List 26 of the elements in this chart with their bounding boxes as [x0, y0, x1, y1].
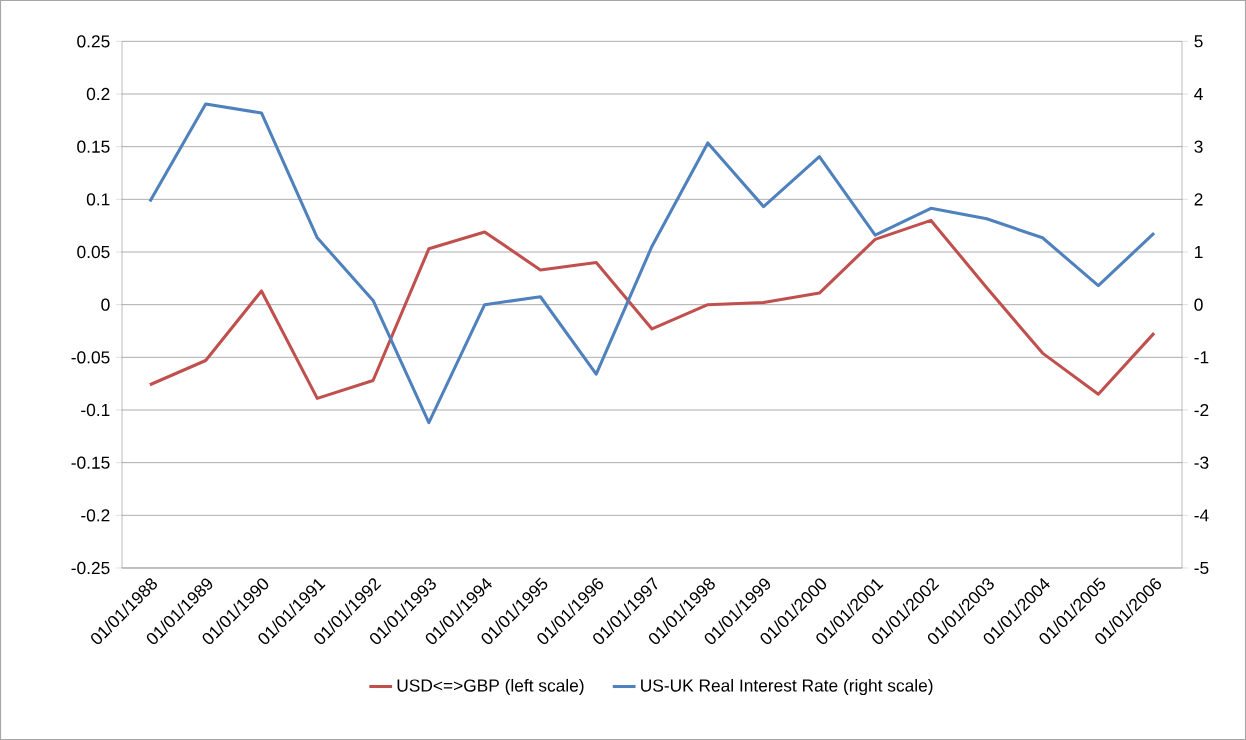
y-tick-label: -0.1 [81, 403, 110, 417]
y-tick-label: 0 [101, 298, 110, 311]
y-tick-label: 0.15 [77, 140, 110, 153]
y2-tick-label: 1 [1195, 246, 1203, 258]
y-tick-label: -0.2 [81, 509, 110, 522]
y2-tick-label: 4 [1194, 88, 1203, 100]
y2-tick-label: -5 [1194, 561, 1209, 575]
y2-tick-label: -3 [1194, 456, 1209, 469]
y-tick-label: -0.05 [71, 351, 110, 364]
y-tick-label: 0.2 [86, 87, 110, 101]
y2-tick-label: -1 [1194, 351, 1209, 364]
y2-tick-label: 3 [1194, 140, 1203, 153]
y-tick-label: 0.25 [77, 35, 110, 48]
y2-tick-label: 2 [1194, 193, 1203, 206]
line-series [148, 218, 1156, 400]
y-tick-label: -0.25 [71, 561, 110, 575]
line-series [148, 102, 1156, 425]
y-tick-label: 0.1 [86, 193, 110, 206]
legend-label: US-UK Real Interest Rate (right scale) [641, 678, 933, 696]
y-tick-label: -0.15 [71, 456, 110, 469]
legend-label: USD<=>GBP (left scale) [397, 678, 584, 696]
y2-tick-label: -4 [1194, 509, 1209, 522]
y2-tick-label: 0 [1194, 298, 1203, 311]
y2-tick-label: -2 [1194, 403, 1209, 417]
y2-tick-label: 5 [1194, 35, 1203, 48]
y-tick-label: 0.05 [77, 245, 110, 259]
